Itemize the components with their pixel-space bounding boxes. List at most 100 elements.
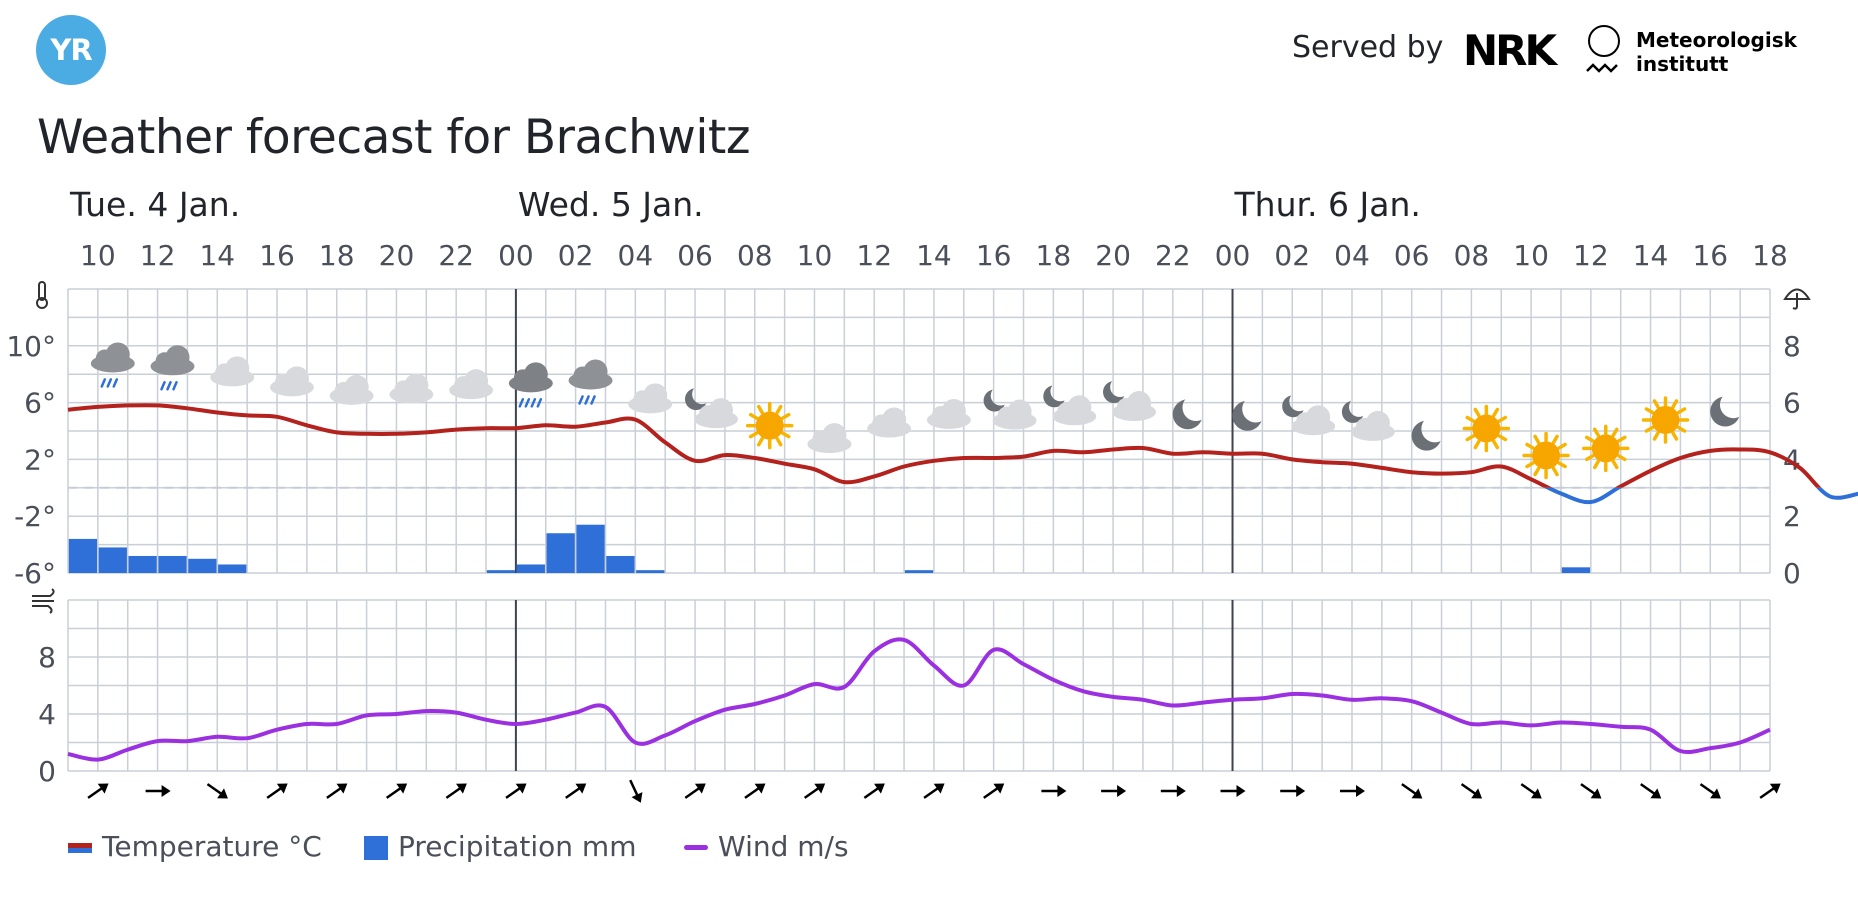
precip-axis-label: 2: [1783, 500, 1801, 533]
precip-axis-label: 8: [1783, 330, 1801, 363]
served-by-text: Served by: [1292, 30, 1444, 65]
wind-direction-arrow: [1640, 783, 1662, 799]
partly-cloudy-night-icon: [1341, 400, 1395, 441]
precipitation-bar: [218, 564, 247, 573]
wind-direction-arrow: [565, 783, 587, 799]
wind-direction-arrow: [87, 783, 109, 799]
wind-direction-arrow: [326, 783, 348, 799]
precipitation-bar: [546, 533, 575, 573]
clear-night-icon: [1232, 400, 1263, 431]
precipitation-bar: [486, 570, 516, 573]
clear-day-icon: [1641, 396, 1690, 444]
nrk-logo[interactable]: NRK: [1463, 26, 1557, 75]
wind-direction-arrow: [983, 783, 1005, 799]
wind-direction-arrow: [744, 783, 766, 799]
precip-axis-label: 0: [1783, 557, 1801, 590]
precipitation-bar: [158, 555, 187, 573]
cloud-icon: [867, 407, 912, 438]
precipitation-bar: [636, 570, 665, 573]
day-label: Tue. 4 Jan.: [69, 185, 240, 224]
hour-tick-label: 14: [199, 239, 235, 272]
wind-direction-arrow: [1460, 783, 1483, 799]
clear-day-icon: [1522, 431, 1570, 480]
precipitation-bar: [98, 547, 127, 573]
precipitation-bar: [68, 538, 98, 573]
hour-tick-label: 20: [379, 239, 415, 272]
cloud-icon: [807, 423, 852, 454]
precip-axis-label: 6: [1783, 387, 1801, 420]
hour-tick-label: 18: [1036, 239, 1072, 272]
partly-cloudy-night-icon: [1103, 381, 1157, 422]
temperature-legend-label: Temperature °C: [102, 830, 322, 863]
rain-cloud-icon: [90, 342, 135, 388]
wind-direction-arrow: [1041, 785, 1067, 797]
precipitation-bar: [904, 570, 934, 573]
cloud-icon: [269, 366, 314, 397]
precipitation-legend-swatch: [364, 836, 388, 860]
wind-direction-arrow: [1759, 783, 1781, 799]
rain-cloud-icon: [568, 359, 613, 405]
hour-tick-label: 12: [856, 239, 892, 272]
rain-cloud-icon: [150, 345, 195, 391]
wind-direction-arrow: [923, 783, 945, 799]
wind-axis-label: 4: [38, 698, 56, 731]
temp-axis-label: -2°: [14, 500, 56, 533]
wind-direction-arrow: [1520, 783, 1542, 799]
wind-direction-arrow: [1401, 783, 1423, 799]
hour-tick-label: 12: [140, 239, 176, 272]
hour-tick-label: 08: [737, 239, 773, 272]
met-logo-line2: institutt: [1636, 52, 1729, 76]
wind-direction-arrow: [803, 783, 826, 799]
hour-tick-label: 04: [618, 239, 654, 272]
hour-tick-label: 10: [797, 239, 833, 272]
wind-line: [67, 637, 1771, 762]
hour-tick-label: 16: [259, 239, 295, 272]
temperature-line-below-zero: [1543, 487, 1858, 505]
clear-day-icon: [745, 401, 794, 450]
met-logo-line1: Meteorologisk: [1636, 28, 1797, 52]
wind-direction-arrow: [385, 783, 408, 799]
heavy-rain-cloud-icon: [508, 362, 553, 408]
day-label: Wed. 5 Jan.: [518, 185, 704, 224]
precip-axis-label: 4: [1783, 443, 1801, 476]
wind-direction-arrow: [1160, 785, 1186, 797]
wind-direction-arrow: [1280, 785, 1306, 797]
partly-cloudy-night-icon: [1282, 395, 1336, 436]
temperature-line: [67, 403, 1822, 488]
wind-direction-arrow: [1699, 783, 1721, 799]
wind-direction-arrow: [1580, 783, 1602, 799]
partly-cloudy-night-icon: [684, 388, 738, 429]
hour-tick-label: 18: [1752, 239, 1788, 272]
thermometer-icon: [36, 281, 48, 309]
hour-tick-label: 08: [1454, 239, 1490, 272]
met-logo-wave: [1586, 63, 1618, 73]
precipitation-bar: [606, 555, 635, 573]
precipitation-bar: [576, 524, 605, 573]
hour-tick-label: 10: [1513, 239, 1549, 272]
header: YR Served by NRK Meteorologisk institutt: [0, 0, 1858, 100]
precipitation-bar: [188, 558, 217, 573]
hour-tick-label: 06: [677, 239, 713, 272]
forecast-chart: Tue. 4 Jan. Wed. 5 Jan. Thur. 6 Jan. 10 12 14…: [6, 185, 1858, 803]
hour-tick-label: 20: [1095, 239, 1131, 272]
wind-axis-label: 8: [38, 641, 56, 674]
temp-axis-label: 2°: [24, 443, 56, 476]
hour-tick-label: 02: [558, 239, 594, 272]
wind-legend-swatch: [684, 845, 708, 850]
wind-direction-arrow: [206, 783, 228, 799]
wind-direction-arrow: [266, 783, 288, 799]
hour-tick-label: 06: [1394, 239, 1430, 272]
hour-tick-label: 22: [438, 239, 474, 272]
hour-tick-label: 02: [1274, 239, 1310, 272]
wind-direction-arrow: [505, 783, 527, 799]
hour-tick-label: 16: [1692, 239, 1728, 272]
wind-icon: [32, 588, 55, 614]
temp-axis-label: -6°: [14, 557, 56, 590]
temp-axis-label: 6°: [24, 387, 56, 420]
precipitation-legend-label: Precipitation mm: [398, 830, 637, 863]
wind-direction-arrow: [1220, 785, 1246, 797]
cloud-icon: [389, 373, 434, 404]
yr-logo[interactable]: YR: [36, 15, 106, 85]
met-logo[interactable]: Meteorologisk institutt: [1636, 28, 1797, 76]
hour-tick-label: 00: [1215, 239, 1251, 272]
